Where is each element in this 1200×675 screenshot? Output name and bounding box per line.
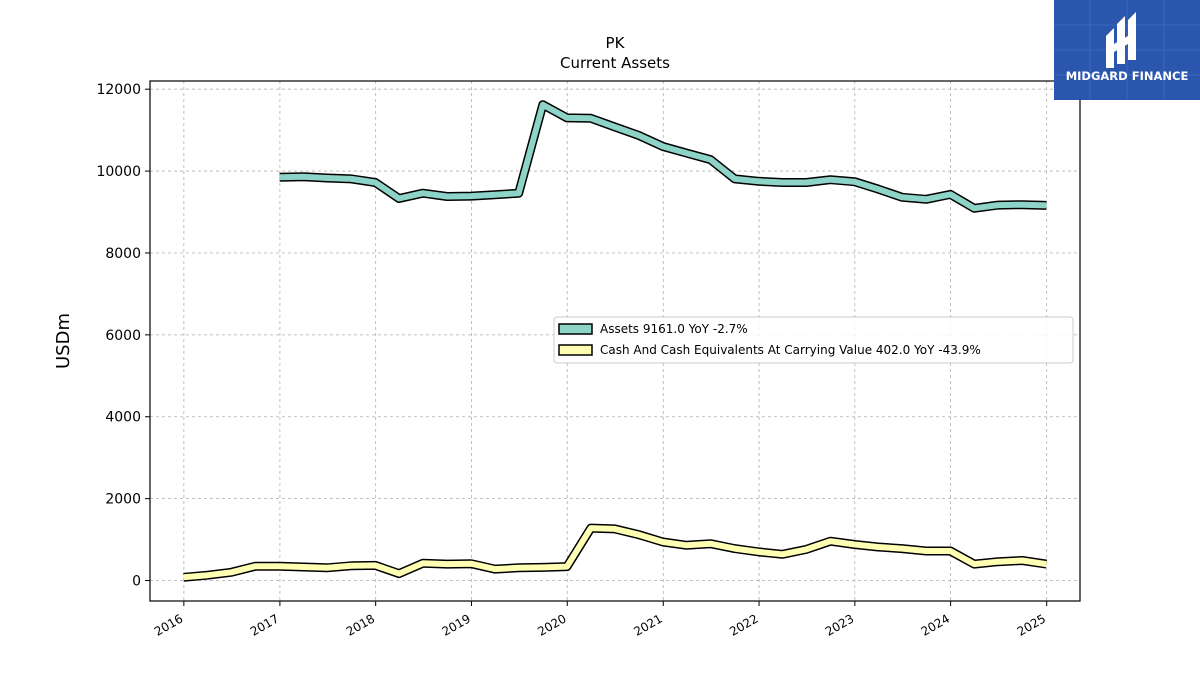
legend-box <box>553 316 1074 364</box>
y-tick-label: 4000 <box>105 410 141 426</box>
x-tick-label: 2022 <box>727 611 760 638</box>
y-tick-label: 12000 <box>96 82 141 98</box>
series-1-line <box>183 525 1047 581</box>
x-tick-label: 2019 <box>440 611 473 638</box>
y-axis-label: USDm <box>53 313 74 369</box>
y-axis-ticks: 0 2000 4000 6000 8000 10000 12000 <box>96 82 150 590</box>
logo-text: MIDGARD FINANCE <box>1066 69 1189 83</box>
y-tick-label: 0 <box>132 574 141 590</box>
legend: Assets 9161.0 YoY -2.7% Cash And Cash Eq… <box>553 316 1074 364</box>
x-tick-label: 2025 <box>1015 611 1048 638</box>
chart-title: PK <box>606 34 626 52</box>
y-tick-label: 8000 <box>105 246 141 262</box>
legend-swatch-cash <box>558 344 593 356</box>
y-tick-label: 6000 <box>105 328 141 344</box>
legend-label-assets: Assets 9161.0 YoY -2.7% <box>600 322 748 336</box>
legend-label-cash: Cash And Cash Equivalents At Carrying Va… <box>600 343 981 357</box>
x-tick-label: 2023 <box>823 611 856 638</box>
x-tick-label: 2016 <box>152 611 185 638</box>
x-tick-label: 2017 <box>248 611 281 638</box>
x-tick-label: 2018 <box>344 611 377 638</box>
plot-frame <box>149 80 1081 602</box>
x-tick-label: 2024 <box>919 611 952 638</box>
y-tick-label: 2000 <box>105 492 141 508</box>
series-layer <box>183 100 1048 582</box>
logo-grid-pattern <box>1054 0 1200 100</box>
x-axis-ticks: 2016 2017 2018 2019 2020 2021 2022 2023 2024 2025 <box>152 601 1048 639</box>
legend-swatch-assets <box>558 323 593 335</box>
brand-logo: MIDGARD FINANCE <box>1054 0 1200 100</box>
chart-subtitle: Current Assets <box>560 54 670 72</box>
x-tick-label: 2020 <box>535 611 568 638</box>
x-tick-label: 2021 <box>631 611 664 638</box>
series-0-line <box>279 101 1047 212</box>
y-tick-label: 10000 <box>96 164 141 180</box>
logo-mark-icon <box>1106 12 1136 68</box>
